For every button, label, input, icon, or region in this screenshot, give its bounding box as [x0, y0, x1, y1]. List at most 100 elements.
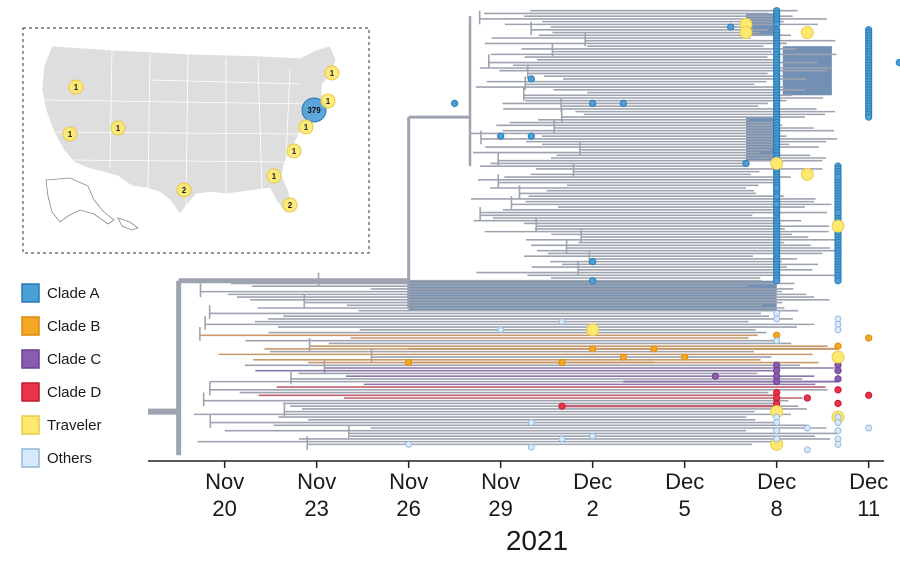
tip-others	[773, 419, 781, 426]
tip-others	[803, 424, 811, 432]
clade-legend: Clade A Clade B Clade C Clade D Traveler Othe…	[21, 283, 101, 468]
tip-d	[834, 399, 842, 408]
map-bubble-label: 1	[326, 97, 331, 106]
map-bubble	[68, 79, 84, 95]
x-tick-label-month: Dec	[849, 469, 888, 494]
tip-a	[834, 173, 842, 181]
state-borders	[45, 49, 313, 207]
state-border	[147, 53, 151, 191]
x-tick-label-day: 20	[212, 496, 236, 521]
x-tick-label-day: 5	[679, 496, 691, 521]
tip-others	[527, 443, 535, 451]
x-tick-label-day: 2	[587, 496, 599, 521]
tip-traveler	[800, 26, 814, 39]
tip-a	[497, 132, 505, 140]
tip-d	[834, 386, 842, 394]
x-tick-label-day: 11	[857, 496, 880, 521]
tip-a	[773, 277, 781, 285]
tip-others	[834, 440, 842, 448]
x-tick-label-day: 23	[304, 496, 328, 521]
map-bubble	[110, 120, 126, 136]
legend-swatch	[21, 316, 40, 336]
map-bubble-label: 1	[74, 83, 79, 92]
legend-swatch	[21, 415, 40, 435]
map-bubble-label: 1	[116, 124, 121, 133]
tip-others	[773, 337, 781, 345]
tip-a	[773, 192, 781, 200]
tip-a	[527, 132, 535, 140]
tip-others	[834, 326, 842, 334]
us-mainland-shape	[41, 45, 337, 215]
tip-others	[773, 435, 781, 443]
tip-others	[497, 326, 505, 334]
tip-others	[589, 432, 597, 440]
tip-b	[405, 358, 413, 367]
tip-b	[589, 345, 597, 353]
legend-label: Traveler	[47, 417, 101, 434]
tree-branches	[148, 9, 838, 456]
map-bubble-label: 1	[304, 123, 309, 132]
tip-a	[895, 58, 900, 67]
tip-a	[773, 184, 781, 192]
x-axis-label: 2021	[506, 525, 568, 556]
tip-a	[589, 257, 597, 266]
x-tick-label-day: 8	[771, 496, 783, 521]
state-border	[185, 53, 189, 207]
tip-others	[527, 419, 535, 426]
tip-others	[865, 424, 873, 432]
map-bubble-label: 379	[307, 106, 321, 115]
tip-others	[558, 435, 566, 443]
map-bubble	[301, 97, 327, 123]
tip-traveler	[739, 26, 753, 39]
x-tick-label-month: Dec	[665, 469, 704, 494]
state-border	[51, 131, 301, 135]
tip-a	[527, 75, 535, 83]
map-bubble-label: 1	[272, 172, 277, 181]
tip-a	[834, 277, 842, 285]
tip-traveler	[831, 219, 845, 233]
tip-a	[619, 99, 627, 108]
state-border	[109, 49, 113, 169]
hawaii-outline	[117, 217, 139, 231]
tip-a	[451, 99, 459, 108]
us-inset-map: 379 1 1 1 1 1 1 1 1 2 2	[22, 27, 370, 254]
tip-a	[773, 200, 781, 209]
tip-b	[834, 342, 842, 350]
legend-swatch	[21, 448, 40, 468]
tip-b	[650, 345, 658, 353]
map-bubble	[324, 65, 340, 81]
map-bubble-label: 1	[292, 147, 297, 156]
x-tick-label-day: 29	[488, 496, 512, 521]
map-bubble-label: 2	[288, 201, 293, 210]
state-border	[69, 159, 289, 163]
tip-traveler	[831, 350, 845, 364]
map-bubble	[320, 93, 336, 109]
tip-others	[773, 315, 781, 323]
map-bubble	[286, 143, 302, 159]
tip-b	[681, 353, 689, 361]
tip-a	[865, 113, 873, 121]
tip-c	[711, 372, 719, 380]
state-border	[285, 69, 291, 161]
tip-traveler	[770, 157, 784, 170]
state-border	[149, 79, 301, 85]
tip-others	[558, 318, 566, 326]
map-bubble-label: 1	[330, 69, 335, 78]
x-tick-label-month: Nov	[389, 469, 428, 494]
legend-label: Clade A	[47, 285, 100, 302]
tree-tips	[405, 7, 900, 454]
alaska-outline	[45, 177, 115, 225]
tip-c	[834, 375, 842, 383]
map-bubble	[266, 168, 282, 184]
state-border	[257, 59, 263, 191]
tip-others	[834, 427, 842, 435]
x-tick-label-month: Dec	[573, 469, 612, 494]
x-tick-label-month: Nov	[205, 469, 244, 494]
tip-d	[558, 402, 566, 410]
map-case-bubbles: 379 1 1 1 1 1 1 1 1 2 2	[62, 65, 340, 213]
legend-swatch	[21, 283, 40, 303]
tip-b	[558, 358, 566, 367]
legend-swatch	[21, 382, 40, 402]
